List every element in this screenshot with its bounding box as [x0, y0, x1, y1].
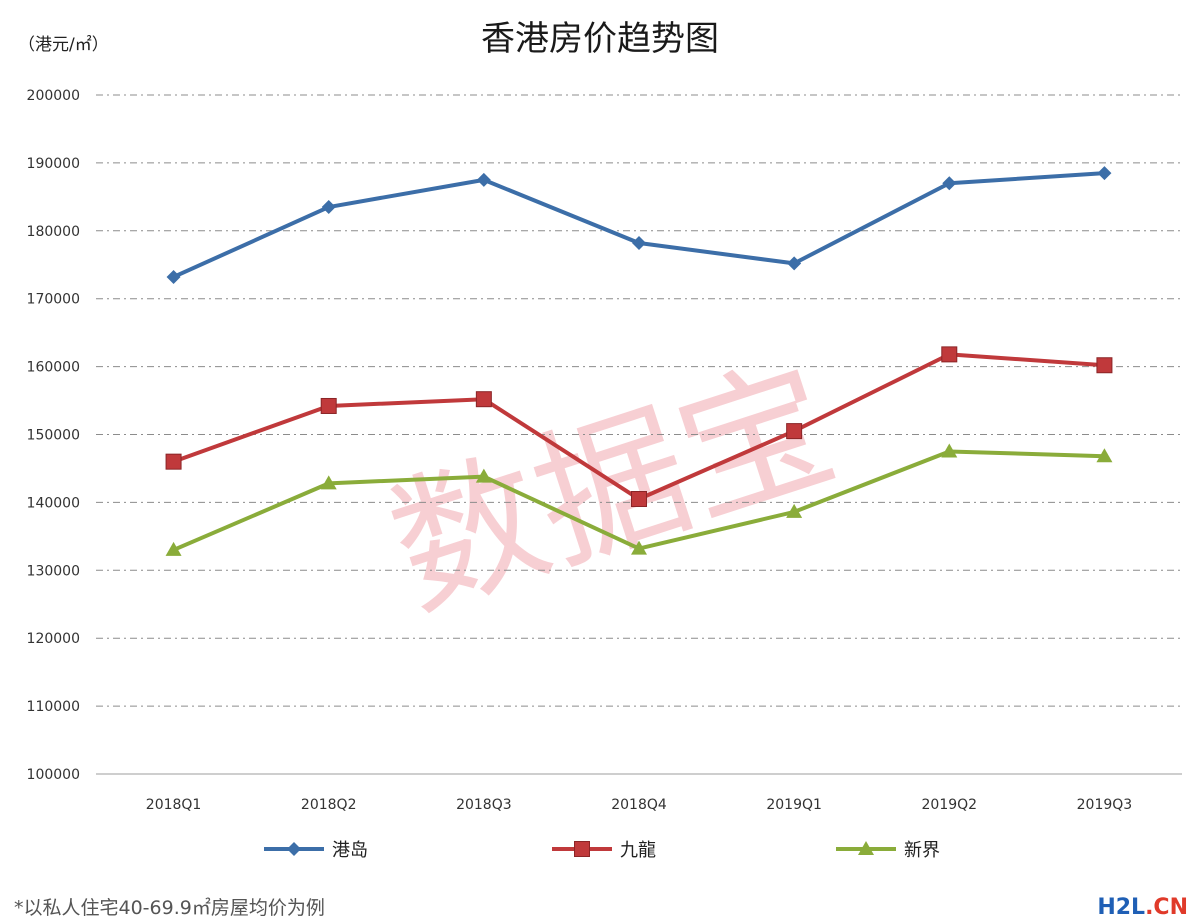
legend-marker: [287, 842, 301, 856]
legend-item-2: 九龍: [552, 840, 656, 861]
y-axis-ticks: 100000 110000 120000 130000 140000 150000 1600…: [27, 88, 80, 783]
data-point: [632, 236, 646, 251]
data-point: [1096, 357, 1113, 374]
y-tick-label: 190000: [27, 156, 80, 172]
y-tick-label: 110000: [27, 699, 80, 715]
data-point: [1096, 448, 1113, 463]
data-point: [941, 346, 958, 363]
site-logo-prefix: H2L: [1097, 895, 1145, 920]
y-tick-label: 120000: [27, 631, 80, 647]
y-tick-label: 140000: [27, 495, 80, 511]
data-point: [786, 503, 803, 518]
y-tick-label: 100000: [27, 767, 80, 783]
data-point: [475, 391, 492, 408]
legend-item-3: 新界: [836, 840, 940, 861]
y-tick-label: 170000: [27, 292, 80, 308]
data-point: [321, 200, 336, 215]
watermark: 数据宝: [372, 336, 854, 641]
x-axis-ticks: 2018Q1 2018Q2 2018Q3 2018Q4 2019Q1 2019Q2 2019…: [146, 797, 1132, 813]
y-tick-label: 160000: [27, 360, 80, 376]
site-logo: H2L.CN: [1097, 895, 1188, 920]
legend-label: 新界: [904, 840, 940, 861]
series-3: [165, 443, 1113, 556]
chart-title: 香港房价趋势图: [481, 19, 719, 59]
series-1: [166, 166, 1112, 284]
site-logo-suffix: .CN: [1145, 895, 1188, 920]
data-point: [631, 540, 647, 555]
legend-label: 九龍: [620, 840, 656, 861]
x-tick-label: 2018Q1: [146, 797, 202, 813]
x-tick-label: 2019Q1: [766, 797, 822, 813]
y-axis-unit-label: （港元/㎡）: [18, 35, 109, 55]
x-tick-label: 2019Q2: [922, 797, 978, 813]
footnote: *以私人住宅40-69.9㎡房屋均价为例: [14, 896, 325, 919]
y-tick-label: 200000: [27, 88, 80, 104]
data-point: [786, 423, 803, 440]
series-2: [165, 346, 1113, 508]
y-tick-label: 180000: [27, 224, 80, 240]
data-point: [1097, 166, 1112, 181]
legend-item-1: 港岛: [264, 840, 368, 861]
y-tick-label: 130000: [27, 563, 80, 579]
data-point: [165, 453, 182, 470]
x-tick-label: 2018Q4: [611, 797, 667, 813]
data-point: [320, 475, 337, 490]
data-point: [942, 176, 957, 191]
data-point: [631, 491, 647, 508]
x-tick-label: 2018Q2: [301, 797, 357, 813]
series-lines: [165, 166, 1113, 556]
series-line: [172, 171, 1105, 279]
legend-label: 港岛: [332, 840, 368, 861]
data-point: [166, 269, 181, 284]
gridlines: [96, 94, 1182, 775]
data-point: [476, 172, 491, 187]
x-tick-label: 2018Q3: [456, 797, 512, 813]
data-point: [165, 541, 182, 556]
data-point: [787, 256, 802, 271]
legend-marker: [574, 841, 590, 857]
data-point: [941, 443, 958, 458]
y-tick-label: 150000: [27, 428, 80, 444]
legend: 港岛 九龍 新界: [264, 840, 940, 861]
data-point: [320, 397, 337, 414]
legend-marker: [858, 841, 874, 855]
data-point: [475, 468, 492, 483]
x-tick-label: 2019Q3: [1077, 797, 1133, 813]
